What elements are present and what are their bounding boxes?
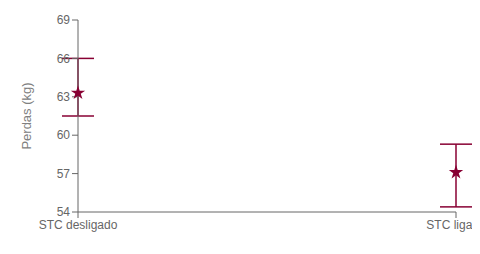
svg-text:STC ligado: STC ligado: [426, 218, 472, 232]
svg-text:63: 63: [57, 90, 71, 104]
svg-text:69: 69: [57, 13, 71, 27]
svg-text:60: 60: [57, 128, 71, 142]
svg-text:Perdas (kg): Perdas (kg): [19, 82, 34, 149]
svg-text:57: 57: [57, 167, 71, 181]
svg-text:66: 66: [57, 52, 71, 66]
svg-text:STC desligado: STC desligado: [39, 218, 118, 232]
svg-text:54: 54: [57, 205, 71, 219]
